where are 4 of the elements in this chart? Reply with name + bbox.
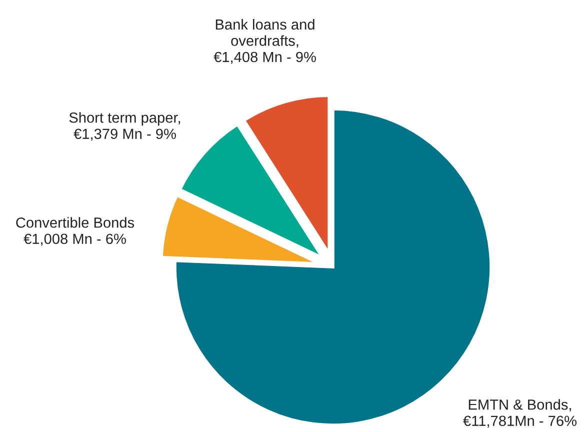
slice-label: Short term paper, €1,379 Mn - 9%: [69, 112, 180, 141]
slice-label: EMTN & Bonds, €11,781Mn - 76%: [463, 399, 577, 428]
slice-label: Bank loans and overdrafts, €1,408 Mn - 9%: [214, 18, 316, 64]
slice-label: Convertible Bonds €1,008 Mn - 6%: [16, 217, 134, 246]
